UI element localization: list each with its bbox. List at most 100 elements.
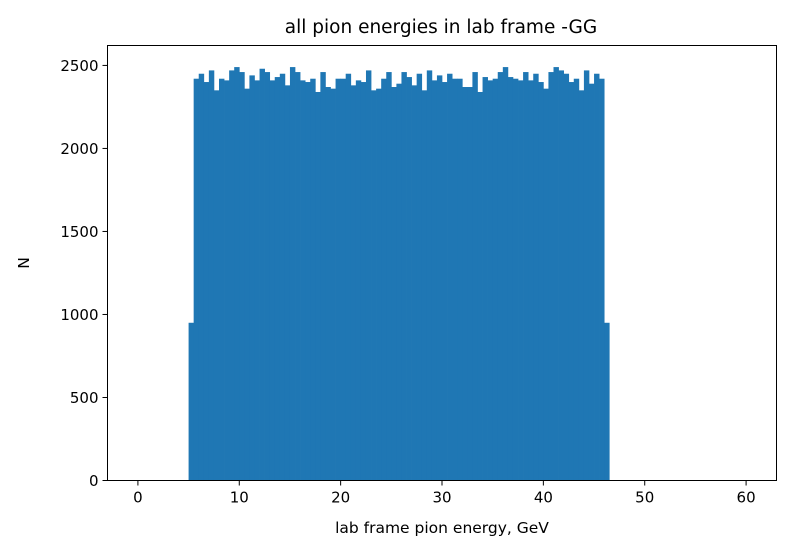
histogram-bar [295,72,301,481]
x-tick-label: 20 [331,489,350,507]
histogram-bar [381,78,387,481]
histogram-bar [523,72,529,481]
histogram-bar [568,82,575,481]
histogram-bar [406,77,412,481]
histogram-bar [315,91,321,481]
histogram-bar [365,70,372,481]
histogram-bar [502,67,509,481]
histogram-bar [213,90,220,481]
histogram-bar [426,70,433,481]
histogram-bars [188,67,610,481]
histogram-bar [310,78,316,481]
histogram-bar [345,73,352,481]
histogram-bar [188,322,195,481]
histogram-bar [533,73,539,481]
histogram-bar [219,78,225,481]
histogram-bar [457,78,463,481]
histogram-bar [396,83,402,481]
histogram-bar [497,72,504,481]
histogram-bar [330,88,336,481]
histogram-bar [578,90,585,481]
histogram-bar [249,75,255,481]
histogram-bar [462,87,468,481]
histogram-bar [391,87,397,481]
y-axis-label: N [15,257,33,269]
y-tick-label: 2500 [60,57,98,75]
histogram-bar [198,73,205,481]
y-tick-label: 1000 [60,306,98,324]
histogram-bar [320,72,326,481]
histogram-bar [203,82,210,481]
histogram-bar [300,80,306,481]
histogram-bar [553,67,559,481]
x-axis-label: lab frame pion energy, GeV [335,519,549,537]
histogram-bar [289,67,296,481]
x-tick-label: 60 [737,489,756,507]
histogram-bar [563,73,570,481]
histogram-bar [335,78,341,481]
histogram-bar [604,322,610,481]
histogram-bar [234,67,240,481]
histogram-bar [538,82,544,481]
histogram-bar [371,90,377,481]
histogram-bar [421,90,428,481]
histogram-bar [442,82,448,481]
histogram-bar [492,78,499,481]
histogram-bar [588,83,595,481]
y-tick-label: 1500 [60,223,98,241]
histogram-bar [452,78,458,481]
histogram-bar [259,68,265,481]
histogram-bar [507,77,514,481]
chart-title: all pion energies in lab frame -GG [285,17,597,38]
histogram-bar [350,85,357,481]
histogram-bar [482,77,488,481]
histogram-bar [487,80,494,481]
histogram-bar [583,70,590,481]
histogram-bar [208,70,215,481]
histogram-bar [477,91,483,481]
histogram-bar [411,85,418,481]
histogram-bar [573,78,580,481]
histogram-bar [254,80,260,481]
histogram-bar [239,72,245,481]
histogram-bar [436,75,443,481]
histogram-bar [376,88,382,481]
histogram-bar [340,78,347,481]
y-tick-label: 500 [70,389,99,407]
y-tick-label: 2000 [60,140,98,158]
histogram-bar [386,72,392,481]
histogram-bar [467,87,473,481]
histogram-bar [416,73,423,481]
histogram-bar [193,78,200,481]
y-axis-ticks: 0 500 1000 1500 2000 2500 [60,57,108,490]
histogram-bar [274,77,281,481]
histogram-bar [447,73,453,481]
x-axis-ticks: 0 10 20 30 40 50 60 [133,480,756,507]
histogram-bar [599,78,605,481]
histogram-bar [512,78,519,481]
histogram-bar [401,72,407,481]
histogram-bar [305,82,311,481]
histogram-bar [269,80,276,481]
histogram-bar [528,80,534,481]
x-tick-label: 40 [534,489,553,507]
histogram-bar [543,88,549,481]
histogram-bar [284,85,291,481]
x-tick-label: 10 [230,489,249,507]
histogram-bar [224,80,230,481]
histogram-bar [558,70,564,481]
y-tick-label: 0 [89,472,99,490]
histogram-bar [518,80,524,481]
histogram-bar [472,72,478,481]
histogram-bar [229,70,235,481]
histogram-bar [594,73,600,481]
histogram-bar [264,72,271,481]
x-tick-label: 50 [635,489,654,507]
x-tick-label: 0 [133,489,143,507]
histogram-bar [360,82,367,481]
histogram-bar [325,87,331,481]
histogram-bar [355,80,362,481]
histogram-bar [431,80,438,481]
histogram-bar [279,73,286,481]
